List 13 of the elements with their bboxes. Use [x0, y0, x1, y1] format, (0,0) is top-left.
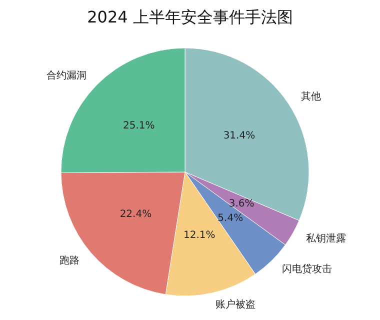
chart-title: 2024 上半年安全事件手法图	[87, 8, 293, 26]
slice-label: 闪电贷攻击	[282, 263, 332, 276]
data-label: 22.4%	[120, 208, 152, 220]
data-label: 31.4%	[223, 130, 256, 142]
data-label: 25.1%	[123, 120, 155, 132]
data-label: 12.1%	[183, 230, 216, 241]
slice-label: 账户被盗	[216, 298, 256, 311]
slice-label: 合约漏洞	[46, 69, 86, 82]
data-label: 3.6%	[228, 198, 254, 210]
slice-label: 其他	[300, 90, 321, 102]
slice-label: 跑路	[60, 254, 80, 266]
slice-label: 私钥泄露	[306, 232, 346, 245]
data-label: 5.4%	[218, 213, 244, 224]
